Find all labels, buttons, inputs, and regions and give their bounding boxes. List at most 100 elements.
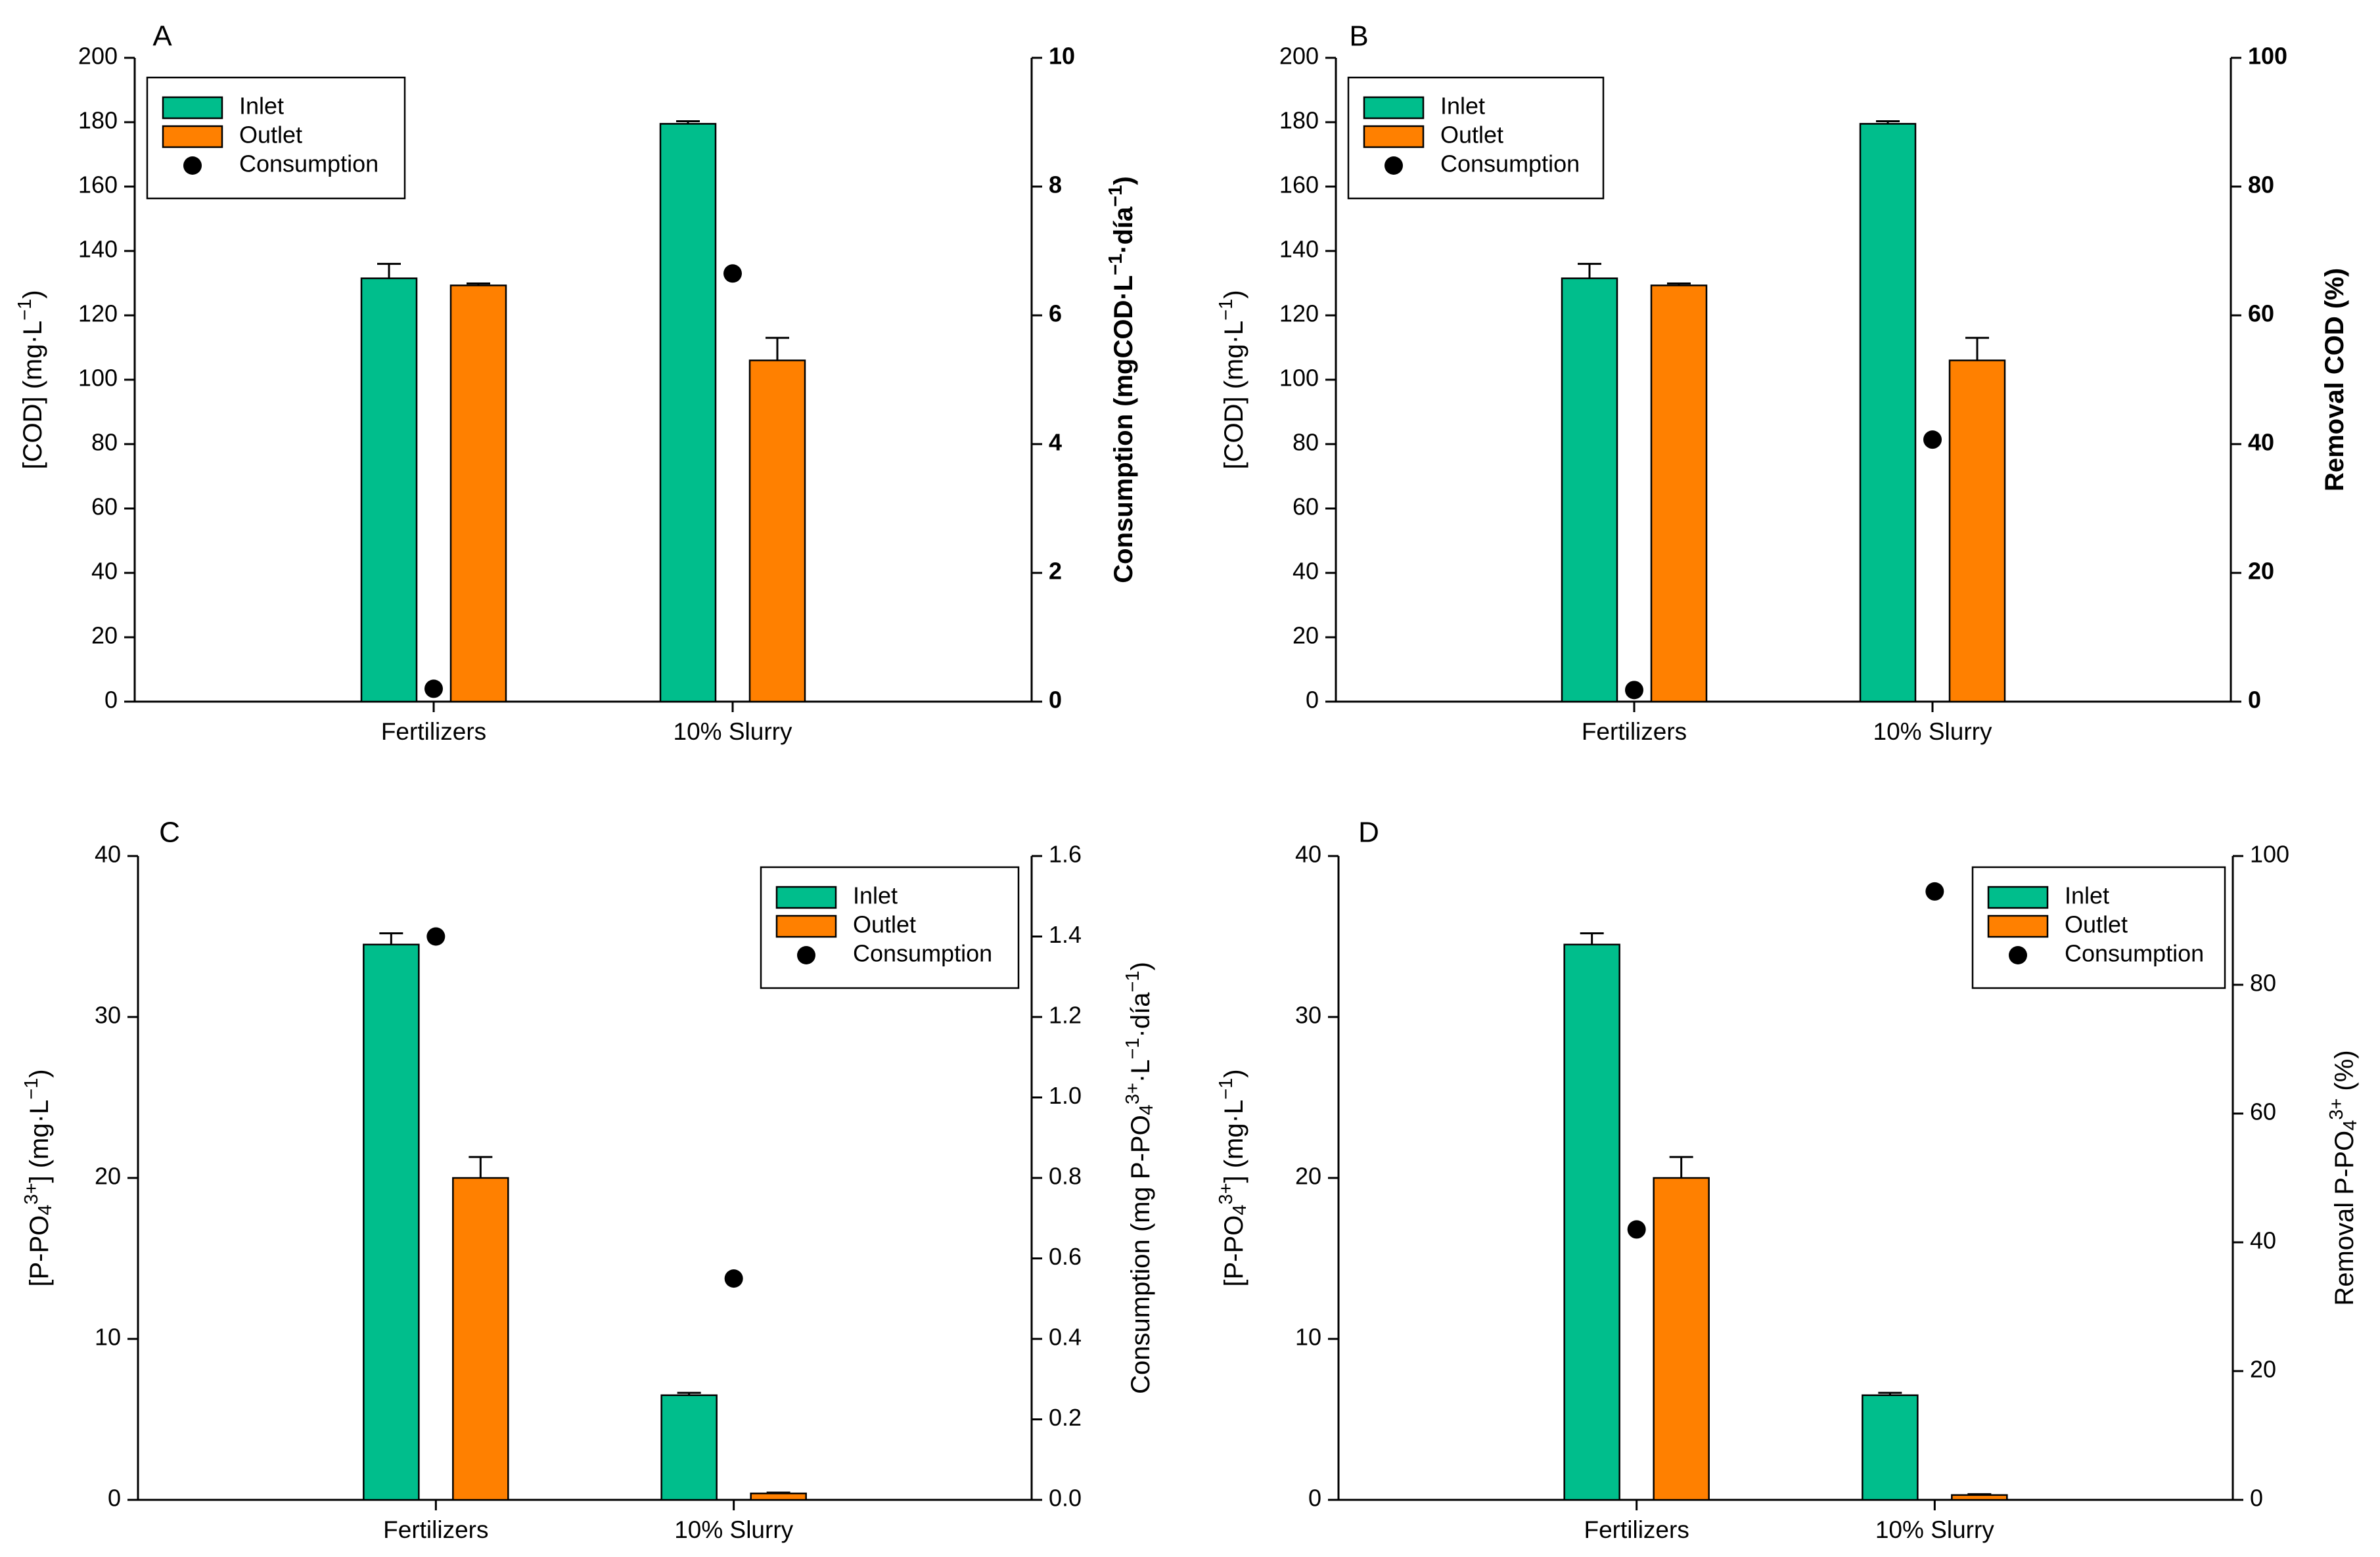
y2-tick-label: 0.0 [1049, 1485, 1082, 1512]
y-title-end: ) [18, 290, 47, 298]
y-tick-label: 180 [78, 107, 118, 134]
legend-label: Consumption [1440, 150, 1580, 177]
y-tick-label: 40 [95, 841, 121, 868]
bar-outlet [452, 1177, 509, 1501]
y-tick-label: 40 [1295, 841, 1321, 868]
panel-letter: C [159, 817, 180, 849]
legend-swatch-inlet [775, 886, 837, 909]
y2-axis-title: Consumption (mgCOD·L−1·día−1) [1105, 176, 1138, 583]
point-consumption [1625, 681, 1643, 700]
y-title-end2: ) [1220, 1069, 1248, 1077]
y-tick-label: 160 [1279, 171, 1319, 198]
y-title-end: ) [1220, 290, 1248, 298]
y-title-sup: 3+ [1216, 1183, 1237, 1204]
panel-a: A 0 20 40 60 80 100 120 140 160 180 200 0 2 4 6 8 10 Ferti… [14, 20, 1138, 745]
bar-inlet [1859, 123, 1917, 703]
y-tick-label: 120 [1279, 300, 1319, 327]
y-title-main: [P-PO [1220, 1215, 1248, 1287]
y-tick-label: 20 [95, 1163, 121, 1190]
y2-title-sup3: −1 [1122, 970, 1143, 992]
y2-tick-label: 60 [2248, 300, 2274, 327]
y2-axis-title: Removal COD (%) [2320, 268, 2349, 491]
y-title-main: [COD] (mg·L [1220, 321, 1248, 470]
y2-tick-label: 10 [1049, 43, 1075, 70]
legend-label: Outlet [853, 911, 916, 938]
legend-marker-consumption [797, 946, 815, 964]
y2-title-main: Consumption (mgCOD·L [1109, 275, 1138, 583]
y2-tick-label: 0.4 [1049, 1324, 1082, 1351]
y-axis-title: [COD] (mg·L−1) [14, 290, 47, 469]
legend-label: Outlet [239, 122, 302, 148]
panel-letter: B [1349, 20, 1368, 53]
y2-tick-label: 0 [2248, 687, 2261, 713]
y2-title-main: Removal COD (%) [2320, 268, 2349, 491]
legend-label: Inlet [853, 882, 898, 909]
bar-outlet [1650, 284, 1708, 703]
category-label: 10% Slurry [1873, 718, 1992, 745]
y-tick-label: 0 [1308, 1485, 1321, 1512]
y-tick-label: 180 [1279, 107, 1319, 134]
y2-title-sup1: 3+ [1122, 1083, 1143, 1104]
legend-label: Consumption [853, 940, 992, 967]
legend-swatch-outlet [1987, 914, 2049, 938]
bar-outlet [1948, 359, 2006, 703]
y-tick-label: 200 [1279, 43, 1319, 70]
y2-tick-label: 8 [1049, 171, 1062, 198]
y2-tick-label: 100 [2248, 43, 2287, 70]
point-consumption [1925, 882, 1944, 901]
y-tick-label: 10 [1295, 1324, 1321, 1351]
y2-tick-label: 60 [2250, 1098, 2276, 1125]
y-tick-label: 0 [1306, 687, 1319, 713]
y2-title-sub: 4 [1136, 1104, 1157, 1115]
y2-tick-label: 4 [1049, 429, 1062, 456]
y-title-sub: 4 [1229, 1205, 1250, 1215]
y2-title-end: ·día [1126, 992, 1155, 1038]
y-axis-title: [P-PO43+] (mg·L−1) [21, 1069, 57, 1286]
y-tick-label: 80 [91, 429, 118, 456]
bar-inlet [363, 943, 420, 1501]
category-label: Fertilizers [383, 1516, 488, 1543]
y2-title-main: Consumption (mg P-PO [1126, 1115, 1155, 1394]
y2-title-end: ) [1109, 176, 1138, 185]
y2-tick-label: 80 [2248, 171, 2274, 198]
y2-title-mid: ·L [1126, 1060, 1155, 1083]
y2-tick-label: 80 [2250, 970, 2276, 997]
point-consumption [724, 1269, 743, 1288]
y-tick-label: 40 [1293, 558, 1319, 585]
y2-title-end2: ) [1126, 962, 1155, 970]
y-tick-label: 20 [1295, 1163, 1321, 1190]
point-consumption [1923, 430, 1942, 449]
y2-tick-label: 0 [2250, 1485, 2263, 1512]
bar-inlet [1862, 1394, 1919, 1501]
y-title-sub: 4 [35, 1205, 56, 1215]
y2-tick-label: 0.2 [1049, 1404, 1082, 1431]
y2-tick-label: 0.6 [1049, 1243, 1082, 1270]
y2-title-sup2: −1 [1105, 185, 1126, 207]
bar-outlet [1951, 1494, 2008, 1501]
bar-inlet [659, 123, 717, 703]
y-tick-label: 140 [78, 236, 118, 263]
legend-marker-consumption [183, 156, 202, 175]
y-title-end2: ) [25, 1069, 54, 1077]
point-consumption [424, 679, 443, 698]
legend-swatch-outlet [1363, 125, 1425, 148]
y-axis-title: [COD] (mg·L−1) [1216, 290, 1248, 469]
bar-outlet [1653, 1177, 1710, 1501]
y2-tick-label: 20 [2248, 558, 2274, 585]
bar-inlet [660, 1394, 718, 1501]
y-title-sup: 3+ [21, 1183, 42, 1204]
legend-label: Inlet [2065, 882, 2109, 909]
y2-tick-label: 40 [2248, 429, 2274, 456]
legend-label: Inlet [239, 93, 284, 120]
y2-tick-label: 0.8 [1049, 1163, 1082, 1190]
y-title-main: [P-PO [25, 1215, 54, 1287]
legend-swatch-inlet [1987, 886, 2049, 909]
y2-axis-title: Consumption (mg P-PO43+·L−1·día−1) [1122, 962, 1158, 1394]
y2-axis-title: Removal P-PO43+ (%) [2326, 1050, 2362, 1305]
y-tick-label: 60 [1293, 493, 1319, 520]
y-tick-label: 0 [104, 687, 118, 713]
category-label: 10% Slurry [1875, 1516, 1994, 1543]
legend-marker-consumption [2009, 946, 2027, 964]
